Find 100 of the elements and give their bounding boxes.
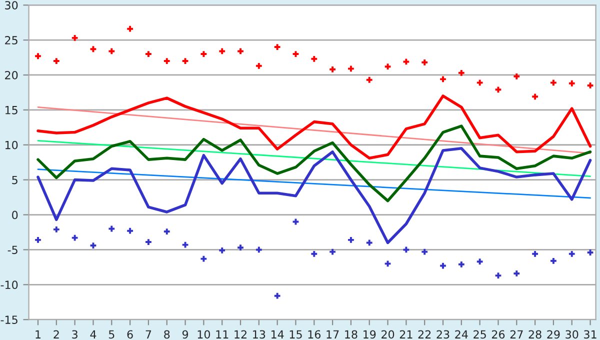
x-tick-label: 28 [528,330,542,339]
x-tick-label: 1 [36,330,41,338]
point [274,292,280,299]
point [403,246,410,253]
point [127,228,133,234]
x-tick-label: 18 [345,330,358,339]
point [90,46,96,52]
y-tick-label: 20 [5,70,18,80]
point [292,51,299,57]
point [35,53,41,60]
x-tick-label: 2 [54,330,59,338]
x-tick-label: 27 [510,330,523,338]
x-tick-label: 26 [492,330,505,339]
point [384,260,391,267]
x-tick-label: 23 [436,330,450,339]
point [182,242,188,248]
x-tick-label: 5 [108,330,114,339]
point [476,80,483,86]
point [146,239,152,245]
point [514,73,520,80]
x-tick-label: 17 [326,330,339,338]
x-tick-label: 19 [364,330,376,339]
y-tick-label: 25 [5,36,18,44]
x-tick-label: 9 [182,330,188,339]
point [532,94,538,100]
point [495,86,502,93]
y-tick-label: 10 [5,140,18,150]
point [127,26,133,32]
line-series [36,94,592,160]
point [219,48,226,54]
point [72,234,78,241]
x-tick-label: 14 [271,330,284,338]
x-tick-label: 12 [234,330,246,338]
point [458,70,464,76]
point [311,56,318,62]
y-tick-label: 15 [5,106,18,114]
point [256,246,262,253]
x-tick-label: 3 [72,330,78,339]
point [164,228,170,234]
point [550,80,556,86]
x-tick-label: 25 [474,330,486,339]
point [238,48,244,54]
point [200,51,207,57]
point [35,236,41,243]
point [238,244,244,251]
point [458,261,464,268]
x-tick-label: 15 [290,330,302,339]
point [348,236,354,243]
point [366,240,372,246]
y-tick-label: 0 [12,210,18,220]
line-series [36,124,592,202]
point [587,82,594,88]
point [274,44,280,50]
point [384,64,391,70]
x-tick-label: 8 [164,330,170,339]
point [348,66,354,72]
point [366,76,372,83]
x-tick-label: 7 [146,330,152,338]
point [146,51,152,57]
point [422,59,428,66]
point [182,58,188,64]
x-tick-label: 30 [566,330,578,339]
point [53,226,60,232]
point [256,62,262,69]
point [330,66,336,72]
y-tick-label: -5 [8,246,18,254]
point [568,250,575,257]
point [330,248,336,255]
x-tick-label: 29 [547,330,560,339]
y-tick-label: -15 [0,316,18,324]
point [440,262,446,269]
point [164,58,170,64]
point [495,272,502,279]
point [568,80,575,86]
x-tick-label: 6 [127,330,133,339]
x-tick-label: 4 [90,330,96,338]
x-tick-label: 21 [400,330,412,338]
y-tick-label: 30 [5,1,18,10]
point [90,242,96,248]
point [532,250,538,257]
point [53,58,60,64]
point [219,247,226,254]
x-tick-label: 31 [584,330,596,339]
y-tick-label: -10 [0,280,18,290]
point [72,35,78,41]
x-tick-label: 11 [216,330,228,338]
x-tick-label: 20 [382,330,394,339]
line-series [36,146,592,244]
point [403,58,410,65]
x-tick-label: 10 [198,330,210,339]
point [422,248,428,255]
point [587,250,594,256]
x-tick-label: 22 [418,330,431,338]
point [311,250,318,257]
point [514,270,520,276]
point [108,48,115,54]
x-tick-label: 13 [253,330,266,339]
point [550,258,556,264]
x-tick-label: 16 [308,330,321,339]
y-tick-label: 5 [12,176,18,184]
